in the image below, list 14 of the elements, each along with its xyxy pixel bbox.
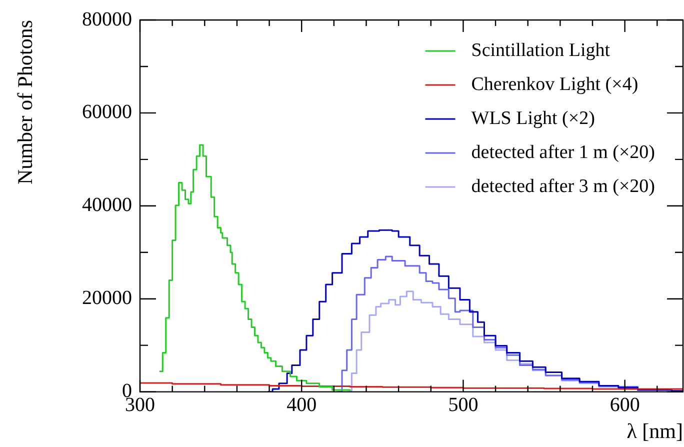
x-tick-label: 600 [610,394,640,416]
legend-label: detected after 3 m (×20) [471,176,656,197]
y-tick-label: 40000 [82,194,132,216]
legend-label: detected after 1 m (×20) [471,142,656,163]
legend-label: Cherenkov Light (×4) [471,74,638,95]
y-tick-label: 20000 [82,287,132,310]
x-axis-title: λ [nm] [626,418,683,443]
y-tick-label: 60000 [82,101,132,124]
legend-label: Scintillation Light [471,40,611,61]
y-axis-title: Number of Photons [13,20,38,184]
y-tick-label: 80000 [82,8,132,30]
legend-label: WLS Light (×2) [471,108,595,129]
x-tick-label: 400 [286,394,317,416]
x-tick-label: 500 [448,394,478,416]
